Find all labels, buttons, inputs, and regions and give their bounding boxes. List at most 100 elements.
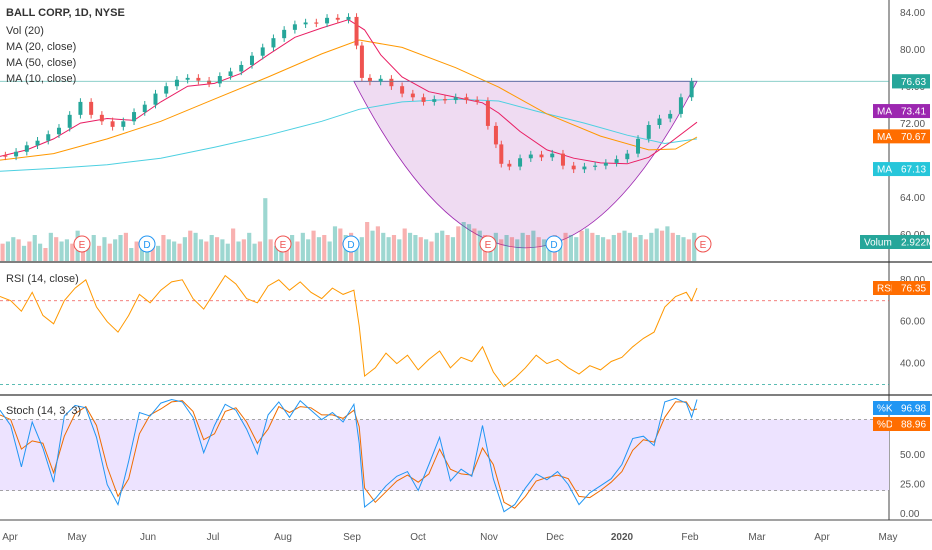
volume-bar: [225, 243, 230, 261]
tag-box: [873, 281, 892, 295]
candle-body: [410, 93, 415, 98]
candle-body: [249, 55, 254, 65]
candle-body: [367, 77, 372, 82]
ma20-line: [0, 19, 698, 165]
candle-body: [89, 101, 94, 115]
candle-body: [657, 118, 662, 125]
volume-bar: [32, 235, 37, 261]
rsi-tag: RSI 76.35: [873, 281, 930, 295]
stoch-d-line: [0, 400, 698, 509]
time-tick-label: Nov: [480, 532, 498, 543]
price-series: [0, 13, 698, 174]
stoch-k-tag: %K 96.98: [873, 401, 930, 415]
volume-bar: [520, 232, 525, 261]
volume-bar: [21, 245, 27, 261]
candle-body: [99, 114, 104, 122]
volume-bar: [574, 237, 579, 261]
volume-bar: [643, 239, 649, 261]
volume-bar: [649, 232, 654, 261]
tag-value-box: [892, 235, 930, 249]
volume-bar: [263, 198, 268, 261]
candle-body: [499, 144, 504, 164]
tag-label: RSI: [877, 284, 894, 295]
ma10-line: [0, 98, 698, 172]
volume-bar: [558, 239, 563, 261]
tag-label: %K: [877, 404, 893, 415]
volume-bar: [54, 237, 59, 261]
tag-box: [873, 401, 892, 415]
legend-volume: Vol (20): [6, 25, 44, 37]
volume-bar: [579, 230, 584, 261]
volume-bar: [418, 237, 423, 261]
candle-body: [185, 77, 190, 80]
volume-bar: [686, 239, 691, 261]
volume-bar: [590, 232, 595, 261]
candle-body: [507, 163, 512, 167]
candle-body: [614, 159, 619, 163]
volume-bar: [525, 235, 531, 261]
candle-body: [3, 155, 8, 157]
time-tick-label: Jun: [140, 532, 156, 543]
stoch-tick-label: 0.00: [900, 509, 920, 520]
volume-bar: [450, 237, 456, 261]
tag-value: 76.63: [901, 77, 926, 88]
candle-body: [518, 158, 523, 167]
volume-bar: [391, 235, 397, 261]
time-tick-label: Sep: [343, 532, 361, 543]
event-label: D: [550, 240, 557, 251]
volume-bar: [370, 230, 375, 261]
event-label: E: [79, 240, 86, 251]
rsi-tick-label: 60.00: [900, 317, 925, 328]
volume-bar: [681, 237, 686, 261]
volume-bar: [413, 235, 418, 261]
volume-bar: [542, 239, 547, 261]
candle-body: [400, 86, 405, 94]
candle-body: [271, 38, 276, 48]
cup-pattern-drawing[interactable]: [353, 80, 698, 248]
volume-bar: [86, 241, 91, 261]
volume-bar: [504, 235, 509, 261]
stoch-title: Stoch (14, 3, 3): [6, 405, 81, 417]
rsi-panel[interactable]: 40.00 60.00 80.00 RSI 76.35: [0, 274, 930, 388]
candle-body: [207, 80, 212, 84]
volume-bar: [456, 226, 461, 261]
volume-bar: [332, 226, 338, 261]
volume-bar: [177, 243, 182, 261]
candle-body: [593, 165, 598, 167]
volume-bar: [97, 245, 102, 261]
time-tick-label: Feb: [681, 532, 699, 543]
candle-body: [539, 154, 544, 158]
tag-label: MA: [877, 165, 892, 176]
tag-value: 73.41: [901, 107, 926, 118]
candle-body: [571, 165, 576, 170]
volume-bar: [91, 235, 96, 261]
candle-body: [46, 134, 51, 141]
tag-label: %D: [877, 420, 893, 431]
rsi-line: [0, 274, 698, 388]
candle-body: [359, 45, 364, 78]
volume-bar: [434, 232, 439, 261]
tag-value-box: [892, 129, 930, 144]
volume-bar: [440, 230, 445, 261]
volume-bar: [568, 235, 573, 261]
time-tick-label: 2020: [611, 532, 634, 543]
stoch-k-line: [0, 397, 698, 513]
volume-bar: [113, 239, 118, 261]
candle-body: [24, 145, 29, 152]
volume-bar: [59, 241, 64, 261]
tag-value-box: [892, 162, 930, 177]
candle-body: [475, 100, 480, 102]
candle-body: [239, 64, 244, 72]
time-tick-label: Jul: [207, 532, 220, 543]
volume-bar: [402, 228, 407, 261]
volume-bar: [584, 228, 590, 261]
candle-body: [464, 97, 469, 101]
volume-bar: [365, 222, 370, 261]
candle-body: [668, 113, 673, 119]
candle-body: [67, 114, 72, 128]
volume-bar: [172, 241, 177, 261]
earnings-marker: E: [73, 235, 91, 253]
